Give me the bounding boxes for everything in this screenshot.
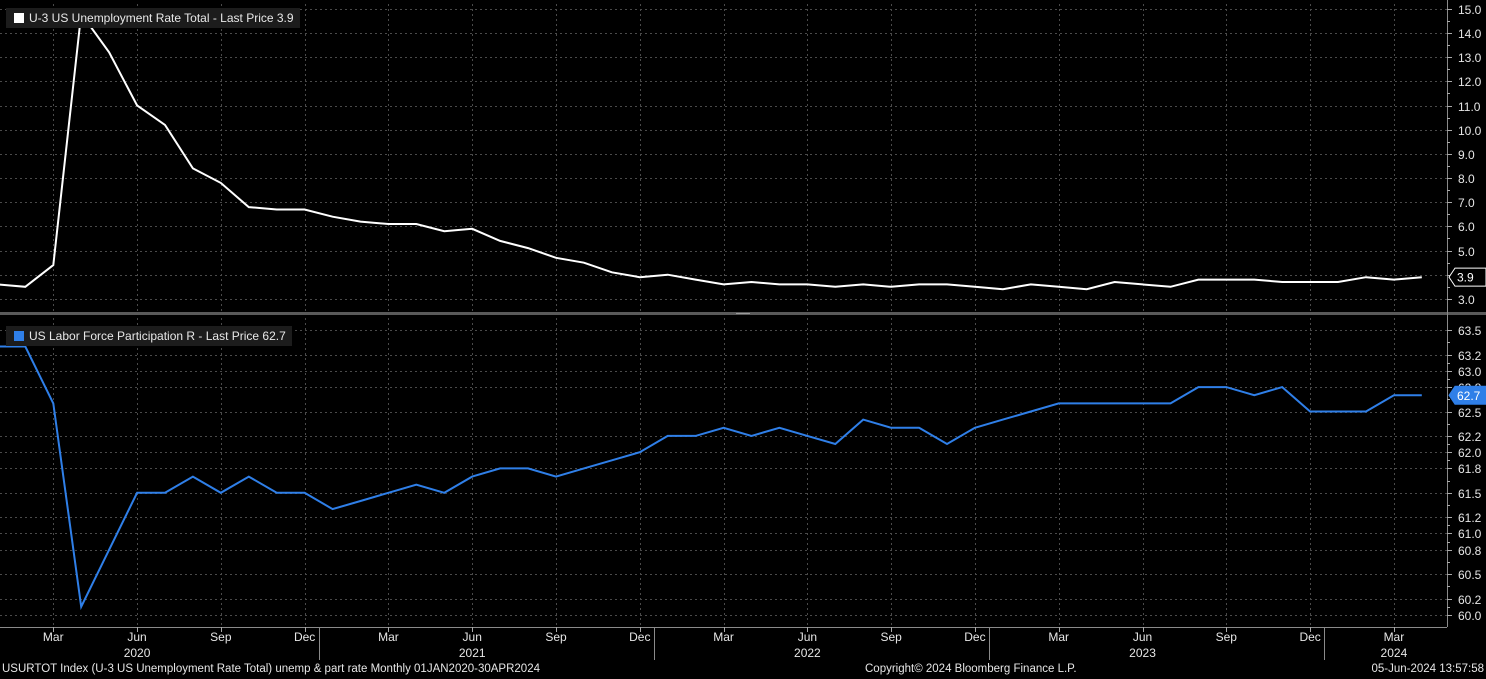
y-tick-label: 60.5 — [1458, 568, 1482, 582]
legend-participation: US Labor Force Participation R - Last Pr… — [6, 326, 292, 346]
y-tick-label: 9.0 — [1458, 148, 1475, 162]
x-tick-label: Sep — [1216, 630, 1238, 644]
y-tick-label: 61.2 — [1458, 511, 1482, 525]
legend-label-unemployment: U-3 US Unemployment Rate Total - Last Pr… — [29, 11, 294, 25]
last-value-badge — [1448, 385, 1486, 405]
y-tick-label: 63.2 — [1458, 349, 1482, 363]
x-tick-label: Sep — [880, 630, 902, 644]
y-tick-label: 6.0 — [1458, 220, 1475, 234]
last-value-badge — [1448, 267, 1486, 287]
y-tick-label: 61.5 — [1458, 487, 1482, 501]
x-tick-label: Jun — [127, 630, 146, 644]
y-tick-label: 62.2 — [1458, 430, 1482, 444]
y-tick-label: 63.5 — [1458, 324, 1482, 338]
x-tick-label: Dec — [294, 630, 315, 644]
x-year-label: 2023 — [1129, 646, 1156, 660]
x-year-label: 2021 — [459, 646, 486, 660]
x-year-label: 2022 — [794, 646, 821, 660]
x-tick-label: Dec — [964, 630, 985, 644]
x-tick-label: Mar — [43, 630, 64, 644]
footer-copyright: Copyright© 2024 Bloomberg Finance L.P. — [865, 663, 1077, 675]
x-year-label: 2020 — [124, 646, 151, 660]
y-tick-label: 61.0 — [1458, 527, 1482, 541]
y-tick-label: 7.0 — [1458, 196, 1475, 210]
footer-index-description: USURTOT Index (U-3 US Unemployment Rate … — [2, 663, 540, 675]
legend-unemployment: U-3 US Unemployment Rate Total - Last Pr… — [6, 8, 300, 28]
y-tick-label: 60.0 — [1458, 609, 1482, 623]
series-line — [0, 345, 1422, 611]
x-tick-label: Mar — [1384, 630, 1405, 644]
x-tick-label: Mar — [378, 630, 399, 644]
y-tick-label: 15.0 — [1458, 3, 1482, 17]
x-tick-label: Mar — [713, 630, 734, 644]
legend-swatch-participation — [14, 331, 24, 341]
x-tick-label: Jun — [798, 630, 817, 644]
legend-label-participation: US Labor Force Participation R - Last Pr… — [29, 329, 286, 343]
y-tick-label: 63.0 — [1458, 365, 1482, 379]
y-tick-label: 3.0 — [1458, 293, 1475, 307]
y-tick-label: 14.0 — [1458, 27, 1482, 41]
y-tick-label: 62.0 — [1458, 446, 1482, 460]
y-tick-label: 13.0 — [1458, 51, 1482, 65]
y-tick-label: 61.8 — [1458, 462, 1482, 476]
y-tick-label: 8.0 — [1458, 172, 1475, 186]
last-value-label: 3.9 — [1457, 271, 1474, 285]
x-year-label: 2024 — [1381, 646, 1408, 660]
x-tick-label: Sep — [545, 630, 567, 644]
y-tick-label: 12.0 — [1458, 75, 1482, 89]
y-tick-label: 62.5 — [1458, 406, 1482, 420]
y-tick-label: 5.0 — [1458, 245, 1475, 259]
x-tick-label: Sep — [210, 630, 232, 644]
series-line — [0, 11, 1422, 291]
footer-timestamp: 05-Jun-2024 13:57:58 — [1371, 663, 1484, 675]
y-tick-label: 10.0 — [1458, 124, 1482, 138]
x-tick-label: Dec — [1299, 630, 1320, 644]
y-tick-label: 60.8 — [1458, 544, 1482, 558]
x-tick-label: Jun — [463, 630, 482, 644]
x-tick-label: Dec — [629, 630, 650, 644]
y-tick-label: 11.0 — [1458, 100, 1481, 114]
y-tick-label: 60.2 — [1458, 593, 1482, 607]
last-value-label: 62.7 — [1457, 389, 1481, 403]
legend-swatch-unemployment — [14, 13, 24, 23]
x-tick-label: Mar — [1048, 630, 1069, 644]
x-tick-label: Jun — [1133, 630, 1152, 644]
